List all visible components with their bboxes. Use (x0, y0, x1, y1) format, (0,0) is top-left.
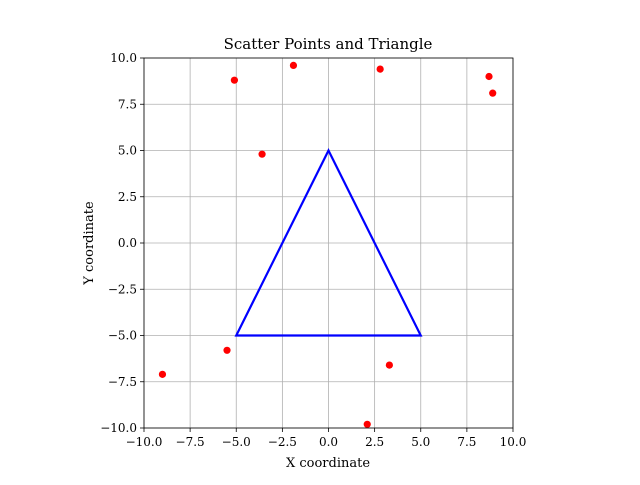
y-tick-label: 10.0 (110, 51, 137, 65)
y-tick-label: 2.5 (118, 190, 137, 204)
scatter-point (363, 420, 371, 428)
scatter-point (258, 150, 266, 158)
y-tick-label: −10.0 (100, 421, 137, 435)
y-tick-label: −2.5 (108, 282, 137, 296)
x-tick-label: −2.5 (268, 435, 297, 449)
y-axis-ticks: −10.0 −7.5 −5.0 −2.5 0.0 2.5 5.0 7.5 10.0 (100, 51, 144, 435)
x-tick-label: 5.0 (411, 435, 430, 449)
x-axis-ticks: −10.0 −7.5 −5.0 −2.5 0.0 2.5 5.0 7.5 10.0 (126, 428, 527, 449)
x-tick-label: 7.5 (457, 435, 476, 449)
y-tick-label: −5.0 (108, 329, 137, 343)
scatter-point (289, 61, 298, 69)
y-tick-label: −7.5 (108, 375, 137, 389)
y-axis-label: Y coordinate (82, 201, 97, 286)
y-tick-label: 5.0 (118, 144, 137, 158)
points-layer (158, 61, 497, 428)
y-tick-label: 0.0 (118, 236, 137, 250)
x-tick-label: 10.0 (500, 435, 527, 449)
x-tick-label: 0.0 (319, 435, 338, 449)
scatter-point (230, 76, 239, 84)
scatter-point (485, 72, 493, 81)
triangle-outline (234, 148, 423, 337)
x-tick-label: 2.5 (365, 435, 384, 449)
scatter-point (489, 89, 497, 97)
scatter-point (376, 65, 384, 73)
x-tick-label: −7.5 (176, 435, 205, 449)
x-tick-label: −5.0 (222, 435, 251, 449)
triangle-layer (234, 148, 423, 337)
chart-title: Scatter Points and Triangle (224, 35, 433, 53)
scatter-point (385, 361, 393, 369)
x-axis-label: X coordinate (286, 456, 370, 471)
y-tick-label: 7.5 (118, 97, 137, 111)
scatter-point (158, 370, 167, 378)
x-tick-label: −10.0 (126, 435, 163, 449)
scatter-point (223, 346, 231, 354)
